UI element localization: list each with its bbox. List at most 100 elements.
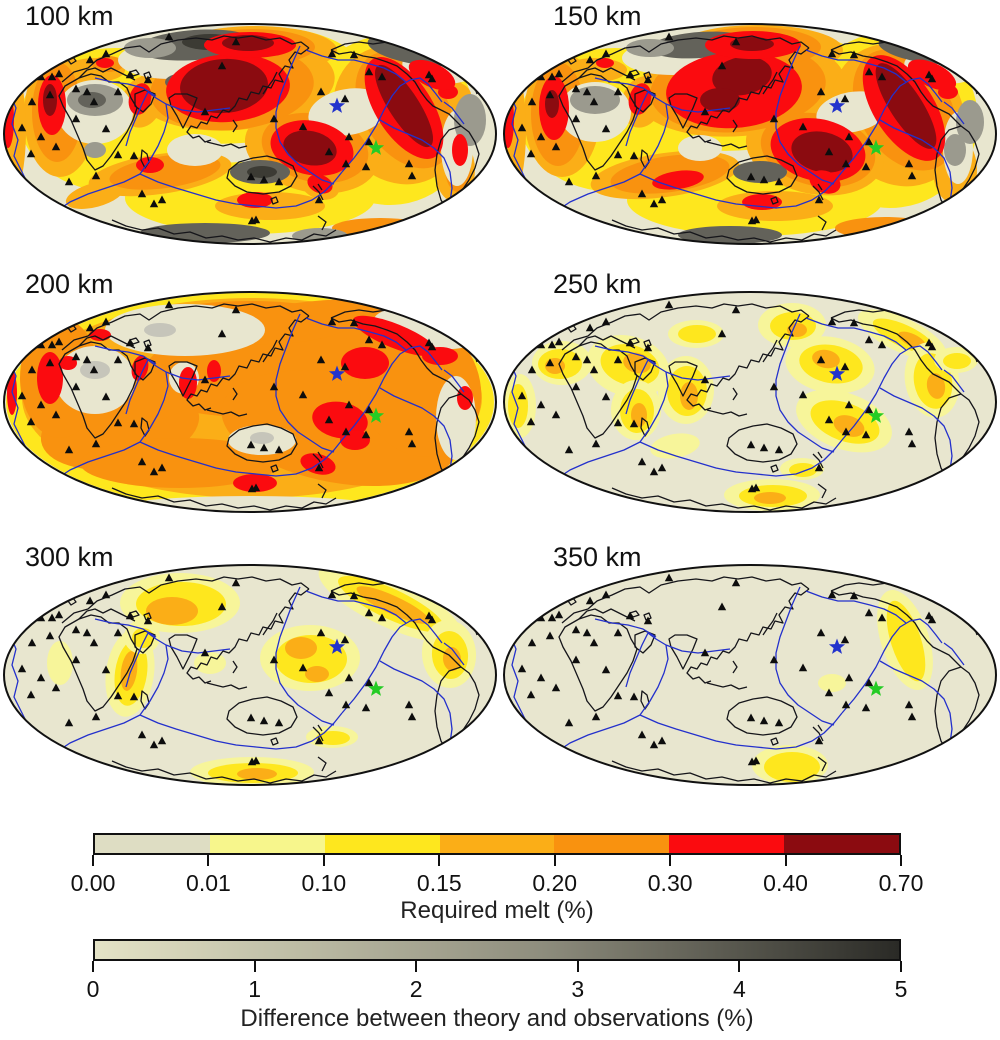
station-triangle (247, 484, 257, 493)
station-triangle (51, 410, 61, 419)
blue-star (828, 97, 846, 113)
station-triangle (601, 124, 611, 133)
station-triangle (71, 382, 81, 391)
station-triangle (361, 703, 371, 712)
station-triangle (527, 97, 537, 106)
station-triangle (217, 602, 227, 611)
station-triangle (551, 410, 561, 419)
station-triangle (564, 177, 574, 186)
colorbar-tick-label: 4 (732, 976, 746, 1002)
colorbar-tick-label: 0.20 (532, 870, 578, 896)
station-triangle (45, 358, 55, 367)
station-triangle (769, 114, 779, 123)
depth-label-150km: 150 km (553, 1, 642, 31)
station-triangle (643, 75, 653, 84)
station-triangle (864, 405, 874, 414)
station-triangle (129, 419, 139, 428)
green-star (367, 139, 385, 155)
station-triangle (545, 631, 555, 640)
station-triangle (298, 663, 308, 672)
station-triangle (247, 216, 257, 225)
station-triangle (298, 390, 308, 399)
diff-colorbar-title: Difference between theory and observatio… (240, 1005, 754, 1032)
station-triangle (841, 159, 851, 168)
station-triangle (247, 757, 257, 766)
station-triangle (625, 338, 635, 347)
station-triangle (274, 177, 284, 186)
station-triangle (814, 463, 824, 472)
station-triangle (554, 69, 564, 78)
colorbar-tick-label: 0 (86, 976, 100, 1002)
station-triangle (361, 162, 371, 171)
green-star (867, 139, 885, 155)
station-triangle (798, 390, 808, 399)
map-200km (3, 291, 497, 513)
station-triangle (613, 87, 623, 96)
station-triangle (591, 712, 601, 721)
station-triangle (747, 216, 757, 225)
station-triangle (314, 463, 324, 472)
station-triangle (129, 692, 139, 701)
station-triangle (849, 591, 859, 600)
station-triangle (427, 615, 437, 624)
station-triangle (377, 340, 387, 349)
station-triangle (217, 329, 227, 338)
station-triangle (314, 736, 324, 745)
station-triangle (927, 74, 937, 83)
station-triangle (664, 573, 674, 582)
station-triangle (217, 61, 227, 70)
station-triangle (54, 337, 64, 346)
station-triangle (517, 391, 527, 400)
station-triangle (113, 150, 123, 159)
colorbar-tick (253, 961, 256, 972)
station-triangle (747, 484, 757, 493)
station-triangle (774, 177, 784, 186)
station-triangle (91, 712, 101, 721)
station-triangle (407, 171, 417, 180)
station-triangle (45, 631, 55, 640)
map-300km (3, 564, 497, 786)
colorbar-tick (438, 855, 441, 866)
colorbar-tick (207, 855, 210, 866)
station-triangle (269, 114, 279, 123)
station-triangle (259, 443, 269, 452)
station-triangle (327, 317, 337, 326)
station-triangle (164, 573, 174, 582)
melt-colorbar-segment (669, 835, 785, 853)
station-triangle (364, 67, 374, 76)
station-triangle (824, 415, 834, 424)
station-triangle (143, 616, 153, 625)
station-triangle (571, 84, 581, 93)
station-triangle (554, 337, 564, 346)
station-triangle (747, 757, 757, 766)
station-triangle (316, 355, 326, 364)
station-triangle (364, 608, 374, 617)
station-triangle (404, 700, 414, 709)
green-star (367, 407, 385, 423)
station-triangle (864, 678, 874, 687)
station-triangle (585, 323, 595, 332)
station-triangle (816, 87, 826, 96)
station-triangle (47, 340, 57, 349)
station-triangle (26, 417, 36, 426)
station-triangle (364, 335, 374, 344)
station-triangle (824, 147, 834, 156)
station-triangle (769, 655, 779, 664)
station-triangle (51, 683, 61, 692)
map-100km (3, 23, 497, 245)
station-triangle (71, 114, 81, 123)
station-triangle (246, 713, 256, 722)
station-triangle (341, 159, 351, 168)
station-triangle (849, 50, 859, 59)
map-150km (503, 23, 997, 245)
station-triangle (582, 87, 592, 96)
station-triangle (527, 638, 537, 647)
station-triangle (64, 445, 74, 454)
melt-colorbar-segment (95, 835, 210, 853)
station-triangle (841, 700, 851, 709)
station-triangle (45, 90, 55, 99)
station-triangle (657, 736, 667, 745)
station-triangle (26, 149, 36, 158)
station-triangle (591, 171, 601, 180)
